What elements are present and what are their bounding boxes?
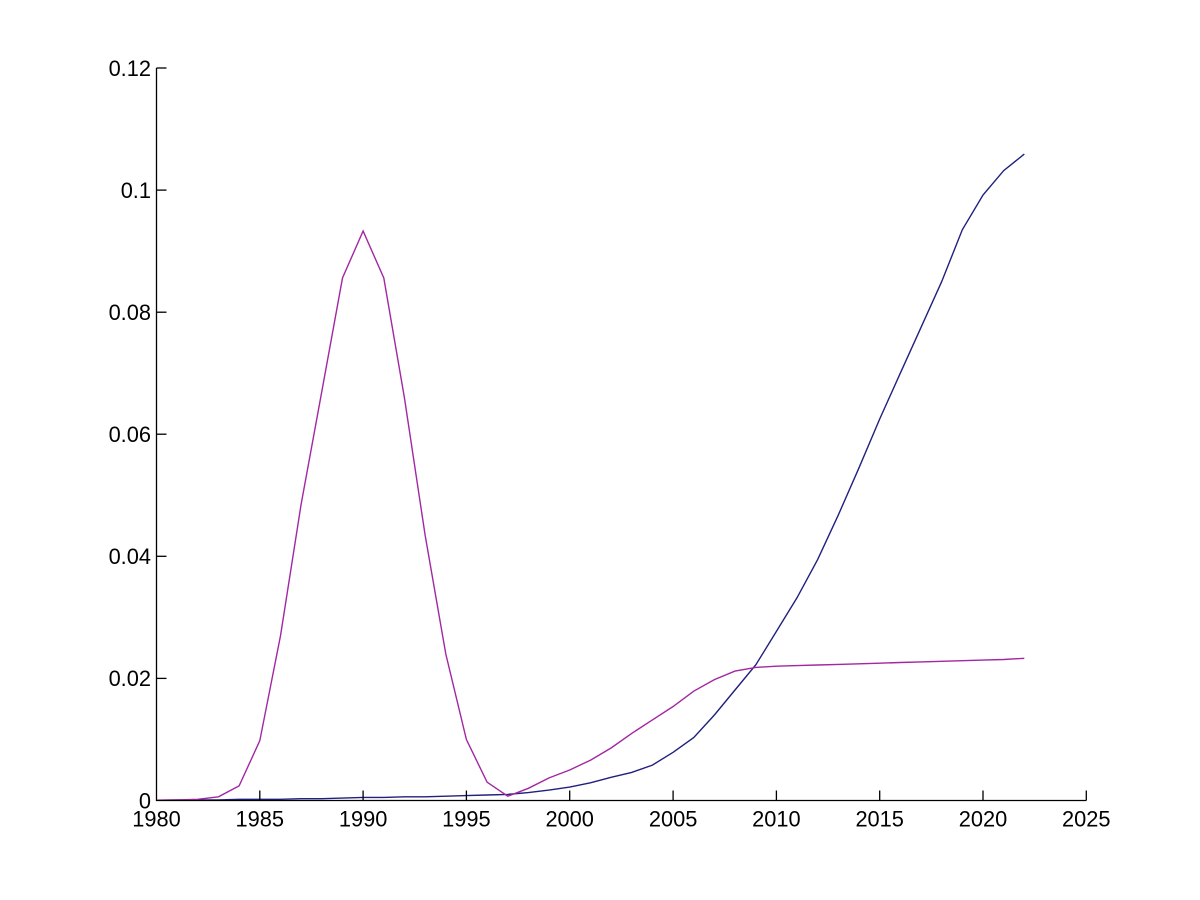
svg-text:2000: 2000 <box>545 807 594 832</box>
svg-text:2010: 2010 <box>752 807 801 832</box>
svg-text:1985: 1985 <box>236 807 285 832</box>
svg-text:0.1: 0.1 <box>121 178 151 203</box>
svg-text:2025: 2025 <box>1062 807 1111 832</box>
svg-text:1980: 1980 <box>132 807 181 832</box>
svg-text:0.02: 0.02 <box>109 666 151 691</box>
svg-text:2015: 2015 <box>855 807 904 832</box>
svg-text:0.06: 0.06 <box>109 422 151 447</box>
svg-text:0.12: 0.12 <box>109 56 151 81</box>
svg-text:1995: 1995 <box>442 807 491 832</box>
svg-text:2020: 2020 <box>959 807 1008 832</box>
svg-text:0: 0 <box>139 788 151 813</box>
svg-text:0.04: 0.04 <box>109 544 151 569</box>
svg-text:2005: 2005 <box>649 807 698 832</box>
svg-text:0.08: 0.08 <box>109 300 151 325</box>
svg-text:1990: 1990 <box>339 807 388 832</box>
